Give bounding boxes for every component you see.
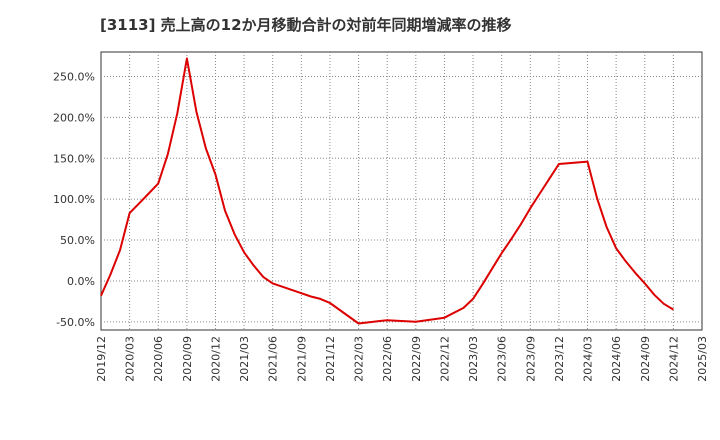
series-line: [100, 57, 674, 325]
x-tick-label: 2023/03: [467, 336, 480, 382]
x-tick-label: 2023/12: [553, 336, 566, 382]
y-tick-label: 50.0%: [60, 234, 95, 247]
x-tick-label: 2023/09: [524, 336, 537, 382]
x-tick-label: 2021/09: [295, 336, 308, 382]
x-tick-label: 2022/06: [381, 336, 394, 382]
x-tick-label: 2022/12: [438, 336, 451, 382]
x-tick-label: 2020/06: [152, 336, 165, 382]
x-tick-label: 2021/03: [238, 336, 251, 382]
x-tick-label: 2019/12: [95, 336, 108, 382]
y-tick-label: 150.0%: [53, 152, 95, 165]
x-tick-label: 2024/12: [667, 336, 680, 382]
x-tick-label: 2020/09: [181, 336, 194, 382]
x-tick-label: 2024/09: [639, 336, 652, 382]
y-tick-label: 100.0%: [53, 193, 95, 206]
y-tick-label: 0.0%: [67, 275, 95, 288]
plot-area: [100, 51, 703, 331]
y-tick-label: 250.0%: [53, 71, 95, 84]
x-tick-label: 2024/06: [610, 336, 623, 382]
x-tick-label: 2021/06: [267, 336, 280, 382]
x-tick-label: 2024/03: [582, 336, 595, 382]
grid-layer: [101, 52, 702, 330]
x-tick-label: 2020/12: [209, 336, 222, 382]
x-tick-label: 2025/03: [696, 336, 709, 382]
x-tick-label: 2022/09: [410, 336, 423, 382]
y-tick-label: -50.0%: [56, 316, 95, 329]
x-tick-label: 2020/03: [124, 336, 137, 382]
y-axis-ticks: -50.0% 0.0% 50.0% 100.0% 150.0% 200.0% 250.0%: [53, 71, 95, 329]
x-tick-label: 2021/12: [324, 336, 337, 382]
chart-title: [3113] 売上高の12か月移動合計の対前年同期増減率の推移: [100, 16, 512, 34]
x-tick-label: 2023/06: [496, 336, 509, 382]
x-tick-label: 2022/03: [353, 336, 366, 382]
y-tick-label: 200.0%: [53, 111, 95, 124]
x-axis-ticks: 2019/12 2020/03 2020/06 2020/09 2020/12 2021/…: [95, 336, 709, 382]
series-layer: [100, 57, 674, 325]
